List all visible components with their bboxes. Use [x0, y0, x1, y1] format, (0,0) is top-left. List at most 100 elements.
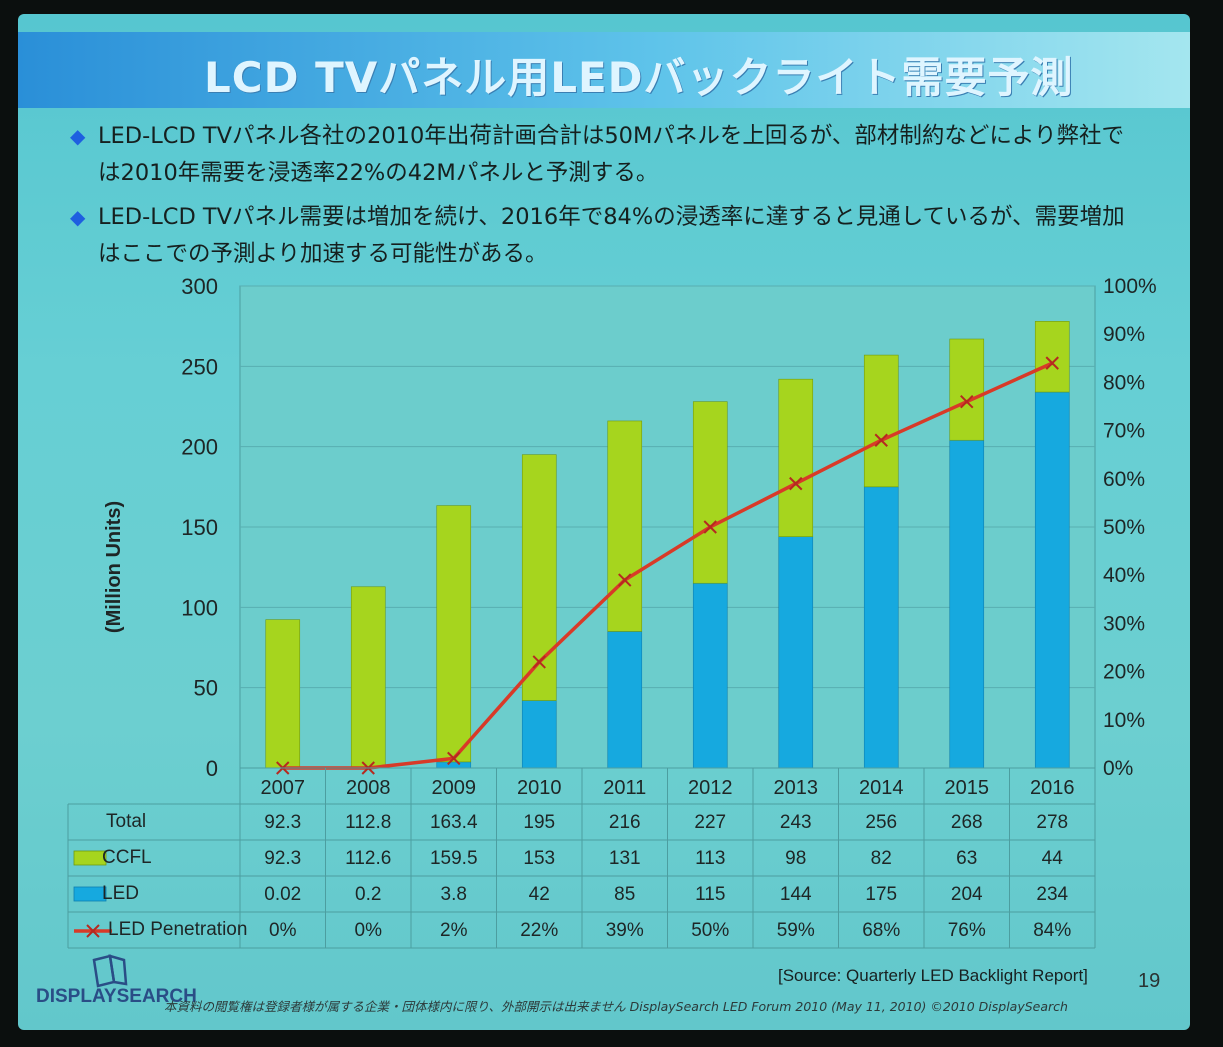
y2-tick-label: 90% — [1103, 323, 1145, 346]
slide-title: LCD TVパネル用LEDバックライト需要予測 — [204, 53, 1074, 102]
table-cell: 204 — [951, 884, 983, 905]
y-tick-label: 0 — [206, 756, 218, 781]
y-tick-label: 200 — [181, 435, 218, 460]
penetration-line — [276, 356, 1059, 775]
table-cell: 2% — [440, 920, 468, 941]
bar-ccfl — [350, 586, 386, 768]
y2-tick-label: 100% — [1103, 275, 1157, 298]
table-cell: 278 — [1036, 812, 1068, 833]
table-cell: 3.8 — [441, 884, 467, 905]
table-cell: 0% — [355, 920, 383, 941]
x-tick-label: 2007 — [261, 777, 306, 799]
diamond-bullet-icon: ◆ — [70, 205, 86, 229]
table-cell: 92.3 — [264, 812, 301, 833]
table-cell: 98 — [785, 848, 806, 869]
bar-ccfl — [607, 420, 643, 632]
penetration-marker — [618, 573, 632, 587]
bar-led — [436, 761, 472, 769]
page-number: 19 — [1138, 970, 1161, 992]
table-cell: 112.6 — [345, 848, 391, 869]
bar-ccfl — [1034, 321, 1070, 393]
bar-led — [692, 582, 728, 769]
table-cell: 22% — [520, 920, 558, 941]
table-cell: 42 — [529, 884, 550, 905]
table-cell: 131 — [609, 848, 641, 869]
bullet-1-text: LED-LCD TVパネル各社の2010年出荷計画合計は50Mパネルを上回るが、… — [98, 123, 1124, 186]
table-row-label: LED — [102, 883, 139, 904]
x-tick-label: 2016 — [1030, 777, 1075, 799]
penetration-marker — [447, 751, 461, 766]
bar-led — [1034, 391, 1070, 769]
table-cell: 85 — [614, 884, 635, 905]
table-cell: 68% — [862, 920, 900, 941]
y-tick-label: 50 — [194, 676, 218, 701]
table-cell: 92.3 — [264, 848, 301, 869]
bar-ccfl — [778, 378, 814, 537]
bar-ccfl — [863, 354, 899, 488]
bar-led — [863, 486, 899, 769]
legend-marker — [86, 924, 100, 938]
penetration-marker — [960, 394, 974, 409]
table-cell: 115 — [695, 884, 725, 905]
table-cell: 234 — [1036, 884, 1068, 905]
bar-led — [778, 536, 814, 769]
y2-tick-label: 20% — [1103, 661, 1145, 684]
table-row-label: Total — [106, 811, 146, 832]
table-cell: 0% — [269, 920, 297, 941]
x-tick-label: 2014 — [859, 777, 904, 799]
y-tick-label: 150 — [181, 515, 218, 540]
table-cell: 227 — [694, 812, 726, 833]
diamond-bullet-icon: ◆ — [70, 124, 86, 148]
table-cell: 163.4 — [430, 812, 478, 833]
bar-ccfl — [692, 401, 728, 584]
table-cell: 39% — [606, 920, 644, 941]
penetration-marker — [1045, 356, 1059, 370]
y2-tick-label: 80% — [1103, 371, 1145, 394]
table-cell: 144 — [780, 884, 812, 905]
bullet-1: ◆ LED-LCD TVパネル各社の2010年出荷計画合計は50Mパネルを上回る… — [70, 118, 1136, 192]
penetration-marker — [532, 655, 546, 669]
x-tick-label: 2012 — [688, 777, 733, 799]
table-cell: 175 — [865, 884, 897, 905]
y-tick-label: 100 — [181, 595, 218, 620]
table-cell: 59% — [777, 920, 815, 941]
displaysearch-logo: DISPLAYSEARCH — [36, 954, 197, 1014]
logo-text: DISPLAYSEARCH — [36, 986, 197, 1007]
table-cell: 256 — [865, 812, 897, 833]
bar-ccfl — [436, 505, 472, 763]
table-cell: 44 — [1042, 848, 1064, 869]
footer-note: 本資料の閲覧権は登録者様が属する企業・団体様内に限り、外部開示は出来ません Di… — [164, 999, 1068, 1014]
y2-tick-label: 40% — [1103, 564, 1145, 587]
x-tick-label: 2010 — [517, 777, 562, 799]
y2-tick-label: 50% — [1103, 516, 1145, 539]
bullet-2-text: LED-LCD TVパネル需要は増加を続け、2016年で84%の浸透率に達すると… — [98, 204, 1125, 267]
table-cell: 50% — [691, 920, 729, 941]
chart-bars — [265, 321, 1070, 769]
table-cell: 268 — [951, 812, 983, 833]
table-cell: 84% — [1033, 920, 1071, 941]
legend-swatch — [73, 850, 107, 866]
bar-led — [607, 631, 643, 769]
data-table: 2007 2008 2009 2010 2011 2012 2013 2014 2015 2016… — [67, 767, 1096, 949]
table-row-label: CCFL — [102, 847, 152, 868]
logo-icon — [92, 954, 128, 988]
table-cell: 216 — [609, 812, 641, 833]
table-cell: 63 — [956, 848, 977, 869]
penetration-marker — [874, 433, 888, 447]
y2-tick-label: 30% — [1103, 612, 1145, 635]
y2-tick-label: 0% — [1103, 757, 1133, 780]
penetration-marker — [789, 476, 803, 491]
table-cell: 76% — [948, 920, 986, 941]
table-row-label: LED Penetration — [108, 919, 247, 940]
x-tick-label: 2015 — [945, 777, 990, 799]
chart-axes: 0 50 100 150 200 250 300 0% 10% 20% 30% 40% 50% 60% 70… — [103, 274, 1157, 781]
bullet-2: ◆ LED-LCD TVパネル需要は増加を続け、2016年で84%の浸透率に達す… — [70, 199, 1136, 273]
bar-ccfl — [949, 338, 985, 441]
x-tick-label: 2011 — [603, 777, 646, 799]
x-tick-label: 2013 — [774, 777, 819, 799]
table-cell: 159.5 — [430, 848, 478, 869]
title-band — [18, 32, 1190, 108]
penetration-marker — [703, 520, 717, 534]
table-cell: 153 — [523, 848, 555, 869]
